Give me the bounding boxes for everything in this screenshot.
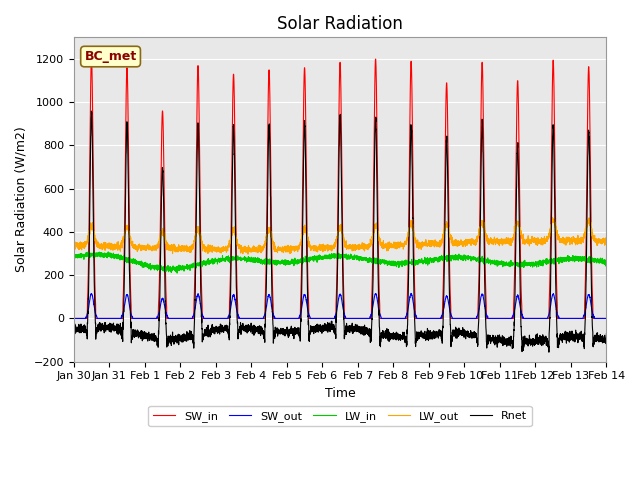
Line: LW_out: LW_out bbox=[74, 217, 606, 254]
LW_out bbox=[70, 241, 77, 247]
SW_in bbox=[70, 315, 77, 321]
SW_in bbox=[490, 315, 497, 321]
SW_out bbox=[407, 290, 415, 296]
X-axis label: Time: Time bbox=[324, 387, 355, 400]
SW_out bbox=[460, 315, 467, 321]
Rnet bbox=[602, 337, 610, 343]
LW_in bbox=[430, 257, 438, 263]
SW_out bbox=[70, 315, 77, 321]
LW_out bbox=[602, 241, 610, 247]
Rnet bbox=[430, 334, 438, 339]
LW_out bbox=[490, 242, 497, 248]
SW_in bbox=[602, 315, 610, 321]
Rnet bbox=[545, 349, 553, 355]
Legend: SW_in, SW_out, LW_in, LW_out, Rnet: SW_in, SW_out, LW_in, LW_out, Rnet bbox=[148, 406, 532, 426]
Title: Solar Radiation: Solar Radiation bbox=[277, 15, 403, 33]
LW_in bbox=[173, 270, 181, 276]
LW_in bbox=[166, 266, 173, 272]
LW_in bbox=[602, 263, 610, 269]
Text: BC_met: BC_met bbox=[84, 50, 137, 63]
LW_out bbox=[166, 245, 173, 251]
SW_out bbox=[320, 315, 328, 321]
Line: Rnet: Rnet bbox=[74, 111, 606, 352]
Rnet bbox=[602, 331, 610, 336]
SW_out bbox=[490, 315, 497, 321]
LW_out bbox=[460, 239, 467, 244]
Rnet bbox=[490, 333, 497, 338]
LW_in bbox=[104, 249, 112, 255]
Line: SW_out: SW_out bbox=[74, 293, 606, 318]
Rnet bbox=[70, 326, 77, 332]
Rnet bbox=[320, 325, 328, 331]
LW_out bbox=[244, 252, 252, 257]
SW_in bbox=[166, 315, 173, 321]
SW_in bbox=[602, 315, 609, 321]
SW_in bbox=[430, 315, 438, 321]
LW_out bbox=[548, 215, 556, 220]
SW_out bbox=[602, 315, 610, 321]
Rnet bbox=[88, 108, 95, 114]
SW_in bbox=[88, 56, 95, 62]
SW_out bbox=[430, 315, 438, 321]
Y-axis label: Solar Radiation (W/m2): Solar Radiation (W/m2) bbox=[15, 127, 28, 272]
SW_out bbox=[166, 315, 173, 321]
LW_in bbox=[490, 261, 497, 266]
Rnet bbox=[460, 332, 467, 337]
LW_in bbox=[321, 254, 328, 260]
LW_in bbox=[602, 256, 610, 262]
SW_out bbox=[602, 315, 609, 321]
SW_in bbox=[460, 315, 467, 321]
Line: LW_in: LW_in bbox=[74, 252, 606, 273]
Line: SW_in: SW_in bbox=[74, 59, 606, 318]
LW_out bbox=[320, 246, 328, 252]
LW_in bbox=[70, 252, 77, 258]
LW_out bbox=[430, 242, 438, 248]
LW_out bbox=[602, 241, 610, 247]
LW_in bbox=[460, 257, 467, 263]
SW_in bbox=[320, 315, 328, 321]
Rnet bbox=[166, 338, 173, 344]
